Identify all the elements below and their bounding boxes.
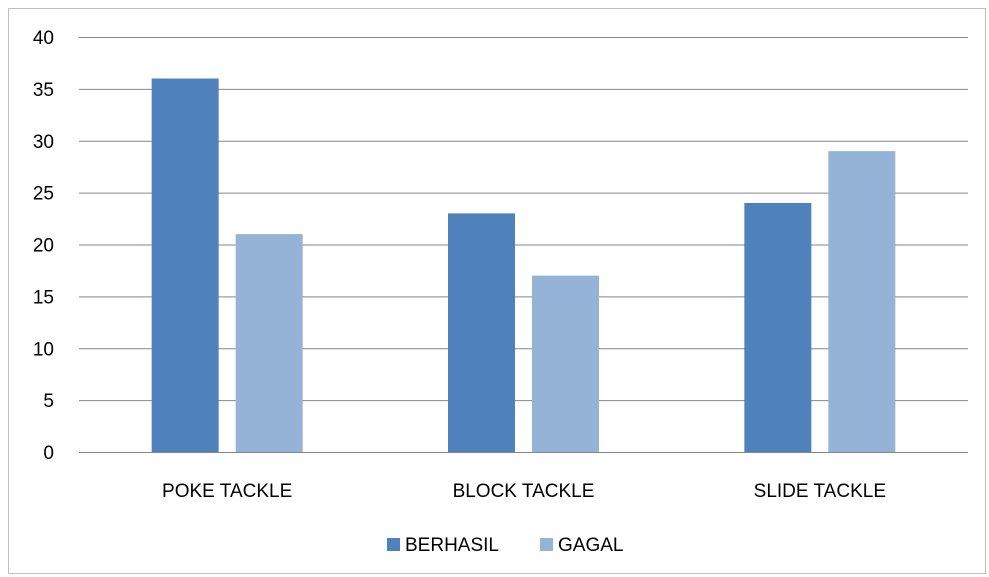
y-axis-tick-labels: 0 5 10 15 20 25 30 35 40 [33, 28, 54, 464]
legend-item: GAGAL [540, 535, 623, 556]
legend-label: BERHASIL [405, 535, 499, 556]
legend-label: GAGAL [558, 535, 623, 556]
y-tick-label: 5 [43, 391, 54, 412]
y-tick-label: 30 [33, 132, 54, 153]
legend-swatch [387, 538, 400, 551]
y-tick-label: 25 [33, 184, 54, 205]
bar-gagal-poke-tackle [235, 234, 303, 452]
legend-item: BERHASIL [387, 535, 499, 556]
bar-berhasil-poke-tackle [151, 78, 219, 452]
bar-gagal-slide-tackle [828, 151, 896, 452]
bar-berhasil-slide-tackle [744, 203, 812, 452]
bar-berhasil-block-tackle [448, 213, 515, 452]
y-tick-label: 15 [33, 287, 54, 308]
x-tick-label: BLOCK TACKLE [453, 481, 595, 502]
y-tick-label: 0 [43, 443, 54, 464]
y-tick-label: 10 [33, 339, 54, 360]
bar-gagal-block-tackle [532, 275, 599, 452]
x-axis-category-labels: POKE TACKLE BLOCK TACKLE SLIDE TACKLE [162, 481, 886, 502]
legend: BERHASIL GAGAL [387, 535, 623, 556]
legend-swatch [540, 538, 553, 551]
x-tick-label: POKE TACKLE [162, 481, 292, 502]
gridlines [79, 37, 968, 453]
y-tick-label: 20 [33, 236, 54, 257]
y-tick-label: 40 [33, 28, 54, 49]
bars [151, 78, 896, 452]
y-tick-label: 35 [33, 80, 54, 101]
x-tick-label: SLIDE TACKLE [754, 481, 886, 502]
